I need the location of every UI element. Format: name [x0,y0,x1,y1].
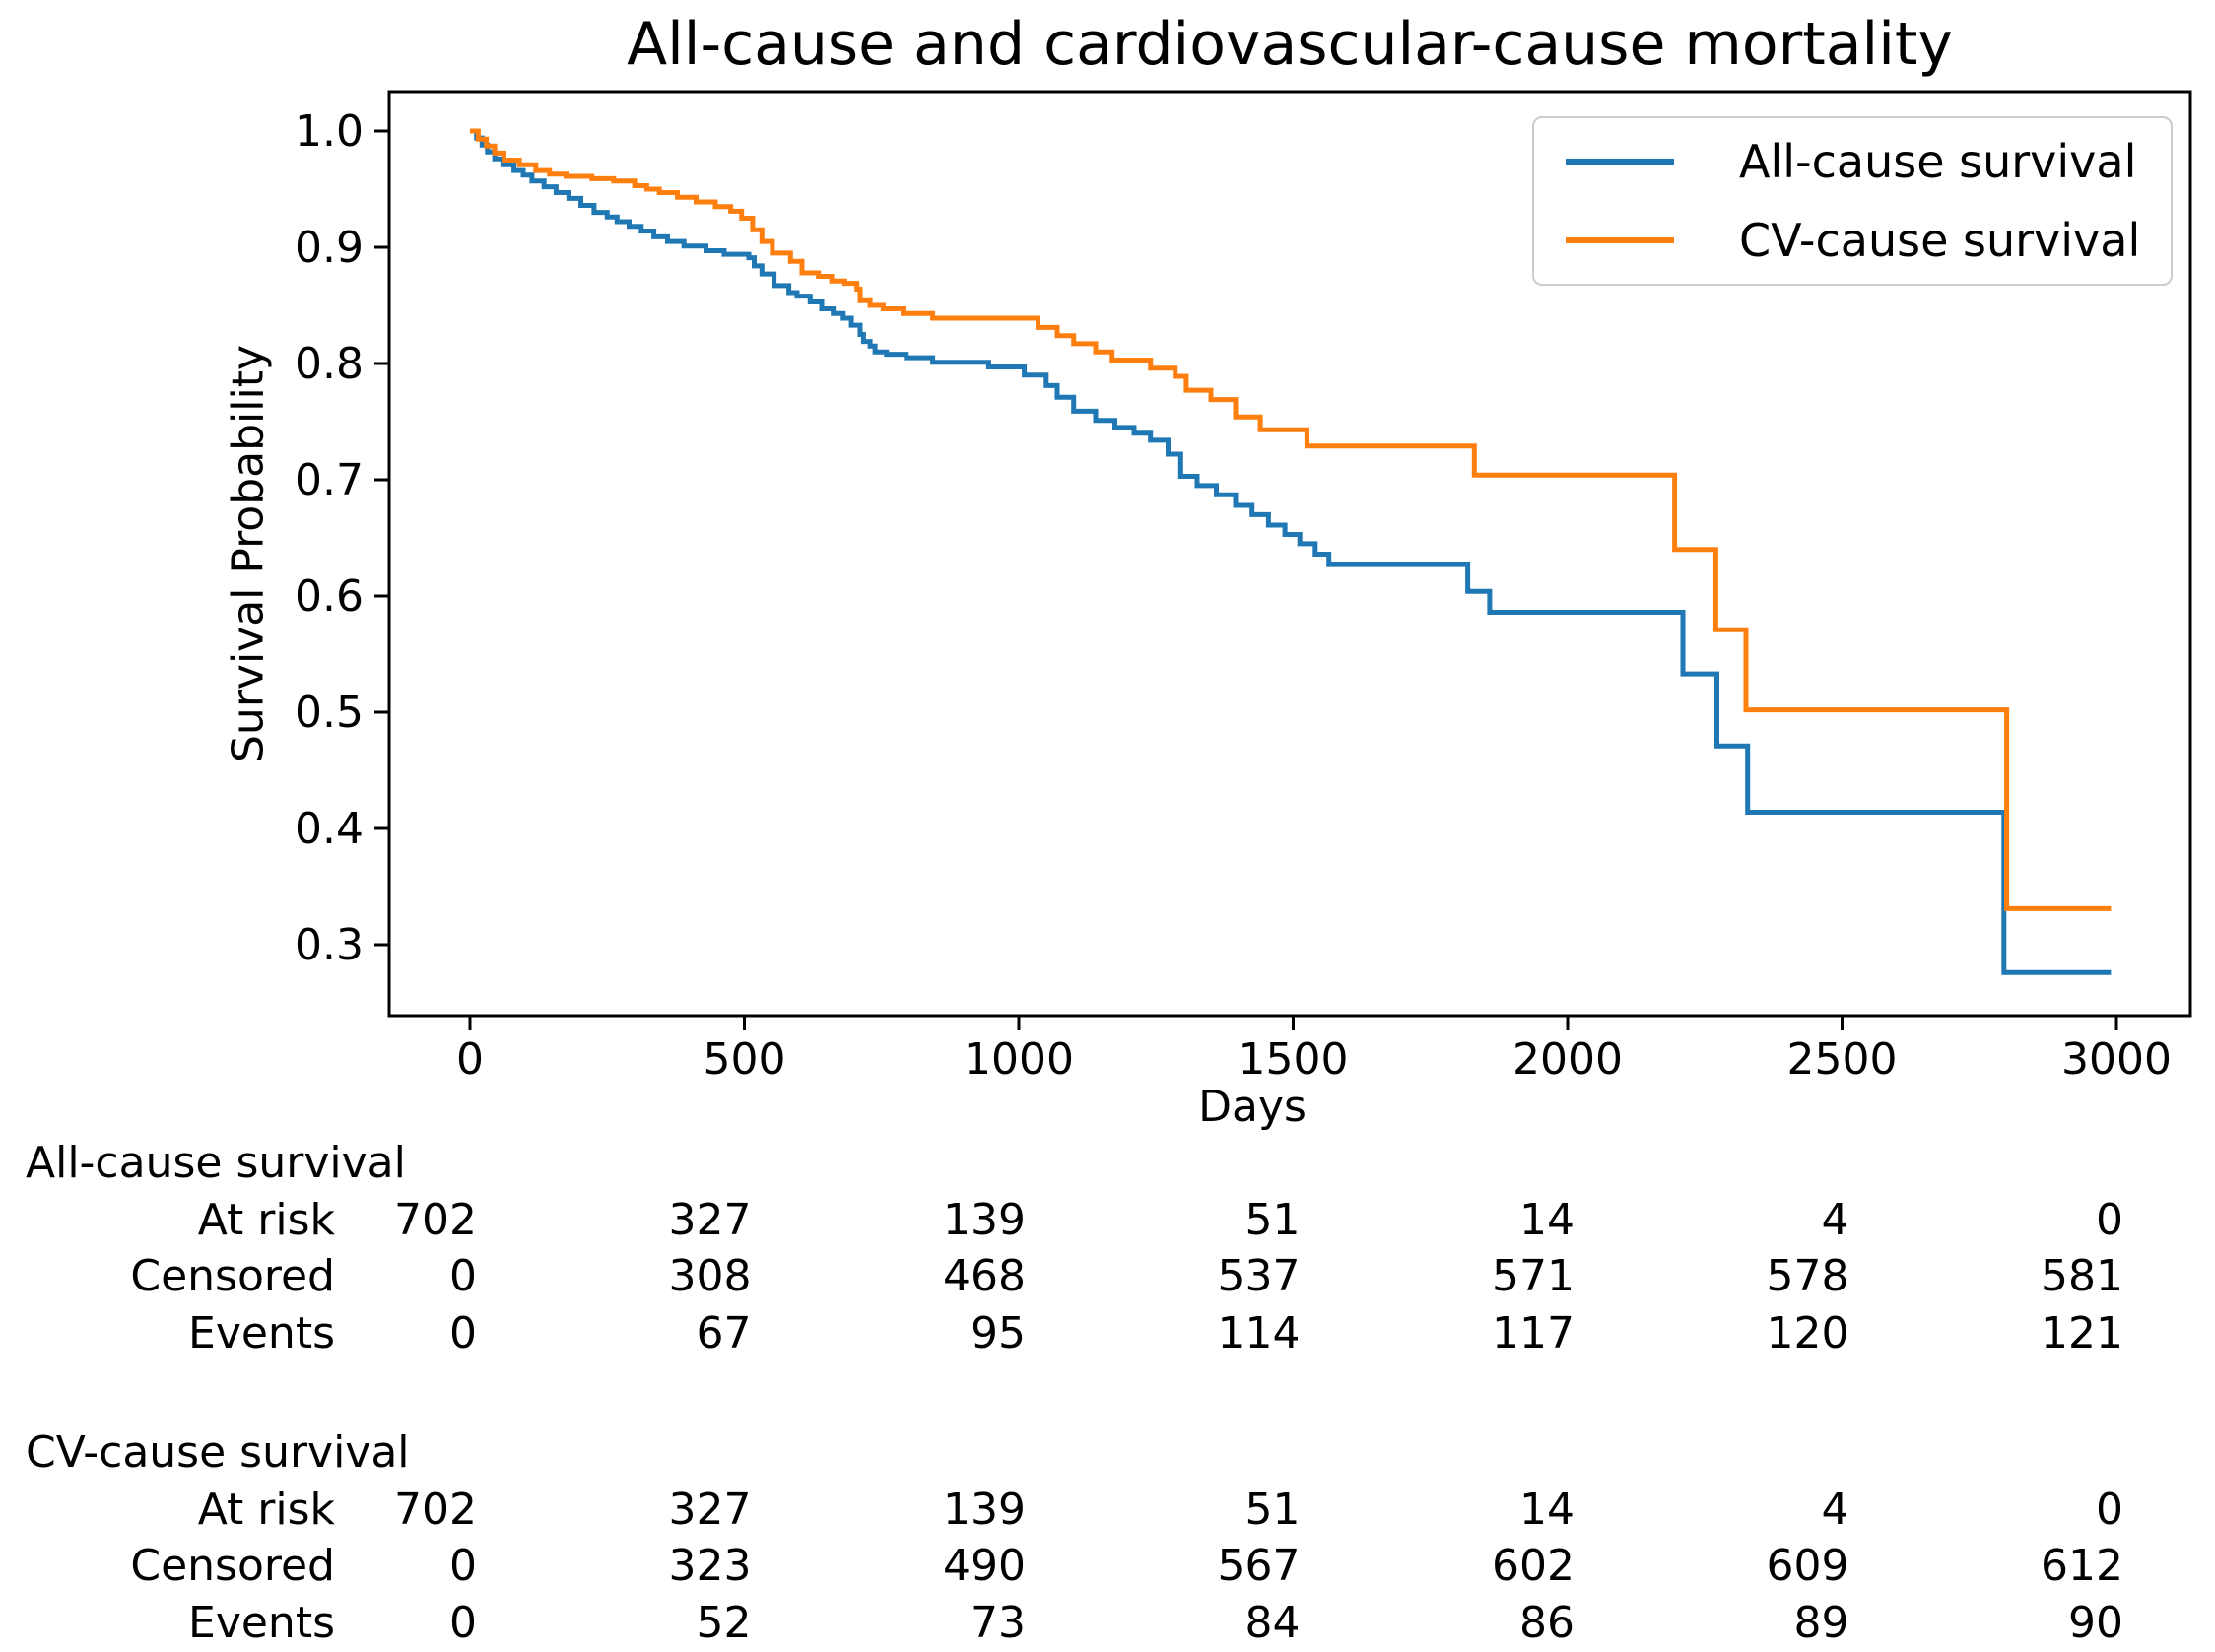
risk-row-label: At risk [197,1194,335,1245]
risk-row-label: Events [188,1597,335,1648]
risk-value: 67 [696,1307,752,1358]
risk-value: 51 [1244,1484,1301,1535]
y-tick-label: 0.8 [295,339,364,389]
risk-value: 327 [668,1484,752,1535]
risk-value: 90 [2068,1597,2123,1648]
risk-value: 120 [1766,1307,1849,1358]
risk-value: 609 [1766,1541,1849,1591]
risk-value: 0 [2096,1484,2123,1535]
risk-value: 114 [1217,1307,1301,1358]
legend: All-cause survival CV-cause survival [1532,116,2173,286]
risk-value: 327 [668,1194,752,1245]
risk-value: 14 [1519,1484,1575,1535]
risk-value: 0 [449,1541,477,1591]
risk-value: 84 [1244,1597,1301,1648]
all-cause-line-swatch [1566,159,1674,165]
risk-value: 86 [1519,1597,1575,1648]
risk-row-label: At risk [197,1484,335,1535]
chart-title: All-cause and cardiovascular-cause morta… [627,10,1953,79]
x-tick-label: 2500 [1787,1034,1898,1085]
risk-group-title: CV-cause survival [26,1427,410,1478]
risk-value: 567 [1217,1541,1301,1591]
y-tick-label: 1.0 [295,106,364,157]
risk-value: 4 [1821,1194,1849,1245]
x-tick-label: 1500 [1239,1034,1349,1085]
x-axis-label: Days [1198,1082,1307,1132]
y-tick-label: 0.3 [295,920,364,970]
y-tick-label: 0.7 [295,455,364,505]
risk-value: 14 [1519,1194,1575,1245]
y-tick-label: 0.4 [295,804,364,854]
risk-value: 612 [2041,1541,2123,1591]
risk-value: 537 [1217,1251,1301,1301]
risk-value: 578 [1766,1251,1849,1301]
risk-value: 73 [971,1597,1026,1648]
risk-value: 308 [668,1251,752,1301]
risk-value: 139 [943,1484,1026,1535]
risk-value: 89 [1793,1597,1849,1648]
risk-value: 51 [1244,1194,1301,1245]
risk-value: 52 [696,1597,752,1648]
risk-value: 490 [943,1541,1026,1591]
x-tick-label: 500 [704,1034,786,1085]
risk-value: 117 [1492,1307,1575,1358]
legend-label-cv-cause: CV-cause survival [1739,214,2141,267]
risk-group-title: All-cause survival [26,1138,406,1188]
risk-value: 702 [394,1484,477,1535]
x-tick-label: 1000 [964,1034,1074,1085]
risk-value: 95 [971,1307,1026,1358]
legend-entry-cv-cause: CV-cause survival [1534,214,2171,267]
y-tick-label: 0.5 [295,688,364,738]
legend-label-all-cause: All-cause survival [1739,135,2137,188]
risk-value: 4 [1821,1484,1849,1535]
y-tick-label: 0.9 [295,223,364,273]
y-axis-label: Survival Probability [223,345,274,762]
risk-value: 0 [449,1307,477,1358]
all-cause-curve [470,128,2112,975]
risk-value: 468 [943,1251,1026,1301]
risk-row-label: Events [188,1307,335,1358]
risk-row-label: Censored [130,1251,335,1301]
x-tick-label: 3000 [2061,1034,2172,1085]
risk-value: 571 [1492,1251,1575,1301]
risk-value: 0 [449,1251,477,1301]
risk-value: 0 [2096,1194,2123,1245]
y-tick-label: 0.6 [295,571,364,622]
risk-value: 323 [668,1541,752,1591]
legend-entry-all-cause: All-cause survival [1534,135,2171,188]
x-tick-label: 0 [456,1034,484,1085]
axes-frame [387,90,2192,1018]
risk-value: 0 [449,1597,477,1648]
risk-value: 602 [1492,1541,1575,1591]
risk-value: 581 [2041,1251,2123,1301]
risk-value: 702 [394,1194,477,1245]
risk-value: 139 [943,1194,1026,1245]
x-tick-label: 2000 [1512,1034,1623,1085]
cv-cause-line-swatch [1566,237,1674,243]
risk-row-label: Censored [130,1541,335,1591]
risk-value: 121 [2041,1307,2123,1358]
cv-cause-curve [470,128,2112,911]
